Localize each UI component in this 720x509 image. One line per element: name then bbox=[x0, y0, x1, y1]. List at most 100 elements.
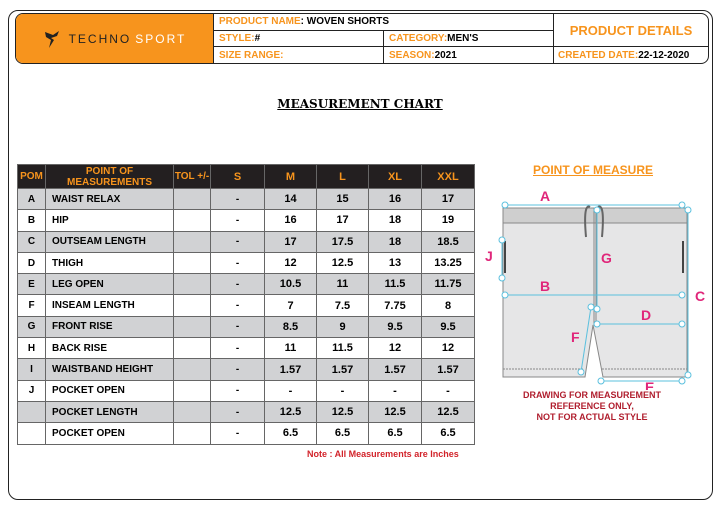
table-row: I WAISTBAND HEIGHT -1.57 1.57 1.57 1.57 bbox=[17, 358, 475, 381]
runner-icon bbox=[44, 30, 59, 48]
table-cell: HIP bbox=[45, 209, 174, 232]
pom-title: POINT OF MEASURE bbox=[533, 163, 654, 177]
table-cell: OUTSEAM LENGTH bbox=[45, 230, 174, 253]
table-cell: - bbox=[210, 294, 265, 317]
table-cell: - bbox=[368, 379, 422, 402]
product-details-title: PRODUCT DETAILS bbox=[554, 14, 708, 47]
table-cell bbox=[17, 422, 46, 445]
table-cell: 12.5 bbox=[316, 400, 369, 424]
table-cell: 11 bbox=[264, 337, 317, 360]
table-cell: 9 bbox=[316, 315, 369, 339]
table-cell: 16 bbox=[264, 209, 317, 232]
table-cell: - bbox=[264, 379, 317, 402]
table-row: B HIP -16 17 18 19 bbox=[17, 209, 475, 232]
table-cell: 11.75 bbox=[421, 273, 475, 296]
table-cell: 1.57 bbox=[264, 358, 317, 381]
style: STYLE: # bbox=[219, 33, 261, 44]
page-frame bbox=[8, 10, 713, 500]
table-cell bbox=[173, 337, 211, 360]
table-row: H BACK RISE -11 11.5 12 12 bbox=[17, 337, 475, 360]
table-row: C OUTSEAM LENGTH -17 17.5 18 18.5 bbox=[17, 230, 475, 253]
table-cell: 10.5 bbox=[264, 273, 317, 296]
label-b: B bbox=[540, 278, 550, 294]
table-cell: 6.5 bbox=[368, 422, 422, 445]
table-cell: LEG OPEN bbox=[45, 273, 174, 296]
table-cell: 8 bbox=[421, 294, 475, 317]
table-cell: BACK RISE bbox=[45, 337, 174, 360]
table-cell: - bbox=[210, 315, 265, 339]
category: CATEGORY: MEN'S bbox=[383, 30, 553, 47]
drawing-disclaimer: DRAWING FOR MEASUREMENT REFERENCE ONLY, NO… bbox=[523, 390, 661, 422]
column-header: TOL +/- bbox=[173, 164, 211, 189]
table-cell: 1.57 bbox=[368, 358, 422, 381]
label-j: J bbox=[485, 248, 493, 264]
table-cell: - bbox=[210, 230, 265, 253]
table-cell bbox=[173, 315, 211, 339]
table-row: F INSEAM LENGTH -7 7.5 7.75 8 bbox=[17, 294, 475, 317]
column-header: M bbox=[264, 164, 317, 189]
table-cell: 12 bbox=[368, 337, 422, 360]
table-cell: 11.5 bbox=[368, 273, 422, 296]
column-header: POINT OF MEASUREMENTS bbox=[45, 164, 174, 189]
table-cell: A bbox=[17, 187, 46, 211]
column-header: XL bbox=[368, 164, 422, 189]
season: SEASON: 2021 bbox=[383, 47, 553, 63]
table-cell bbox=[173, 273, 211, 296]
table-cell: 18 bbox=[368, 230, 422, 253]
table-cell: 17 bbox=[421, 187, 475, 211]
table-row: E LEG OPEN -10.5 11 11.5 11.75 bbox=[17, 273, 475, 296]
table-cell bbox=[173, 400, 211, 424]
table-cell: - bbox=[210, 209, 265, 232]
table-cell: 12.5 bbox=[316, 251, 369, 275]
table-cell: - bbox=[210, 251, 265, 275]
table-cell: 15 bbox=[316, 187, 369, 211]
table-cell: 8.5 bbox=[264, 315, 317, 339]
table-cell: 18.5 bbox=[421, 230, 475, 253]
table-cell: 11.5 bbox=[316, 337, 369, 360]
table-cell: POCKET LENGTH bbox=[45, 400, 174, 424]
table-cell: I bbox=[17, 358, 46, 381]
shorts-drawing: A B C D E F G J bbox=[485, 188, 705, 390]
table-cell: D bbox=[17, 251, 46, 275]
table-cell: J bbox=[17, 379, 46, 402]
table-cell: - bbox=[210, 379, 265, 402]
table-cell: POCKET OPEN bbox=[45, 379, 174, 402]
table-cell: 1.57 bbox=[316, 358, 369, 381]
product-header: TECHNO SPORT PRODUCT NAME: WOVEN SHORTS S… bbox=[15, 13, 709, 64]
measurement-table: POM POINT OF MEASUREMENTS TOL +/- S M L XL XXL … bbox=[17, 164, 475, 445]
table-cell: 18 bbox=[368, 209, 422, 232]
table-cell: WAIST RELAX bbox=[45, 187, 174, 211]
units-note: Note : All Measurements are Inches bbox=[307, 449, 459, 459]
created-date: CREATED DATE: 22-12-2020 bbox=[558, 49, 690, 61]
label-e: E bbox=[645, 379, 654, 390]
label-g: G bbox=[601, 250, 612, 266]
table-cell: INSEAM LENGTH bbox=[45, 294, 174, 317]
table-cell: - bbox=[210, 422, 265, 445]
table-cell: - bbox=[210, 337, 265, 360]
table-cell bbox=[173, 187, 211, 211]
page-title: MEASUREMENT CHART bbox=[277, 97, 443, 111]
table-cell: B bbox=[17, 209, 46, 232]
column-header: L bbox=[316, 164, 369, 189]
brand-logo: TECHNO SPORT bbox=[16, 14, 214, 63]
table-cell bbox=[173, 294, 211, 317]
table-row: J POCKET OPEN - - - - - bbox=[17, 379, 475, 402]
table-cell: 6.5 bbox=[264, 422, 317, 445]
table-cell bbox=[17, 400, 46, 424]
table-cell: - bbox=[210, 400, 265, 424]
table-row: G FRONT RISE -8.5 9 9.5 9.5 bbox=[17, 315, 475, 339]
size-range: SIZE RANGE: bbox=[219, 49, 284, 61]
column-header: POM bbox=[17, 164, 46, 189]
table-cell: - bbox=[316, 379, 369, 402]
table-cell bbox=[173, 422, 211, 445]
label-d: D bbox=[641, 307, 651, 323]
table-cell: 16 bbox=[368, 187, 422, 211]
table-cell: 17.5 bbox=[316, 230, 369, 253]
product-name: PRODUCT NAME: WOVEN SHORTS bbox=[219, 16, 390, 28]
table-cell: THIGH bbox=[45, 251, 174, 275]
label-f: F bbox=[571, 329, 580, 345]
table-cell: 17 bbox=[264, 230, 317, 253]
table-cell bbox=[173, 379, 211, 402]
table-cell: - bbox=[210, 187, 265, 211]
table-cell bbox=[173, 358, 211, 381]
